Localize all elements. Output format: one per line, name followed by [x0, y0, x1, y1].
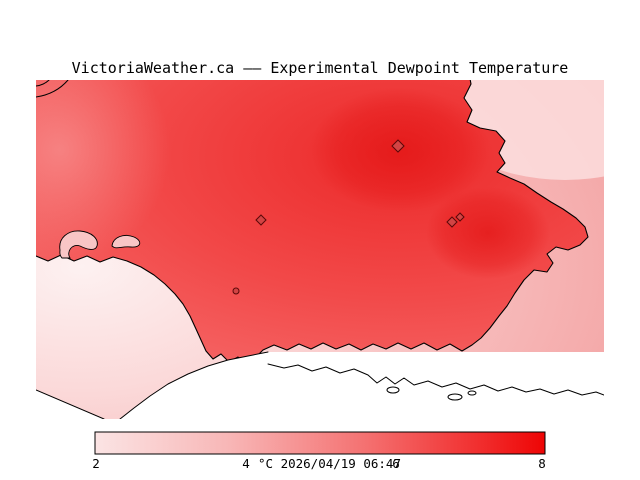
station-marker [446, 216, 458, 228]
island-small-2 [447, 393, 463, 401]
island-small-1 [386, 386, 400, 394]
island-small-3 [467, 390, 477, 396]
colorbar-tick-label: 6 [392, 456, 400, 471]
inlet-west [59, 230, 98, 259]
nodata-region [120, 352, 604, 419]
dewpoint-cool-west [36, 80, 170, 265]
coastline-south-shore [267, 363, 604, 396]
coastline-topleft-arc [36, 80, 69, 98]
coastline-topleft-arc-small [36, 80, 50, 87]
dewpoint-hotspot-east [426, 187, 550, 279]
station-markers [232, 139, 465, 295]
colorbar-gradient [94, 431, 546, 455]
coastline-strait-west [119, 351, 269, 419]
figure-title: VictoriaWeather.ca —— Experimental Dewpo… [72, 59, 569, 77]
inlet-east [111, 235, 141, 249]
colorbar-caption: °C 2026/04/19 06:47 [258, 456, 401, 471]
station-marker [232, 287, 240, 295]
colorbar-tick-label: 4 [242, 456, 250, 471]
station-marker [455, 212, 465, 222]
map-plot-area [36, 80, 604, 419]
colorbar-tick-label: 2 [92, 456, 100, 471]
colorbar-tick-label: 8 [538, 456, 546, 471]
colorbar: 2 4 6 8 °C 2026/04/19 06:47 [92, 431, 546, 471]
station-marker [391, 139, 405, 153]
station-marker [255, 214, 267, 226]
coastline-corner [36, 389, 105, 419]
